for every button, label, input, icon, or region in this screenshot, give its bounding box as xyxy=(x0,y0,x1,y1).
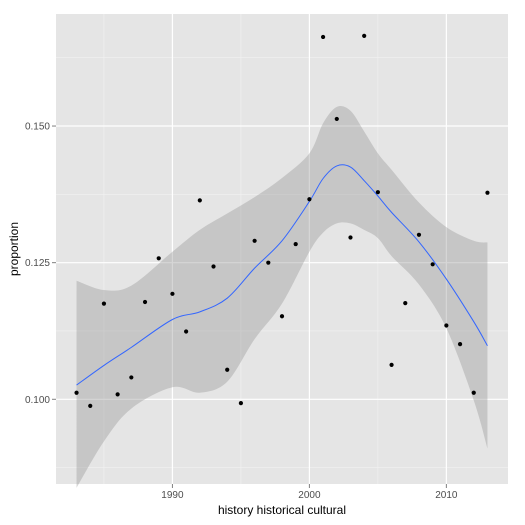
data-point xyxy=(416,232,422,237)
y-tick-label: 0.150 xyxy=(25,122,50,133)
data-point xyxy=(197,198,202,203)
data-point xyxy=(293,241,298,247)
data-point xyxy=(430,262,435,267)
data-point xyxy=(129,375,134,380)
data-point xyxy=(184,329,189,334)
data-point xyxy=(307,197,312,202)
data-point xyxy=(362,33,367,38)
data-points-layer xyxy=(74,33,490,408)
data-point xyxy=(444,323,449,328)
minor-gridlines xyxy=(56,14,508,484)
y-tick-label: 0.125 xyxy=(25,258,50,269)
data-point xyxy=(485,190,490,195)
smooth-line-layer xyxy=(76,164,488,386)
data-point xyxy=(115,392,120,397)
data-point xyxy=(238,401,244,406)
y-axis-title: proportion xyxy=(7,222,21,276)
x-tick-label: 2000 xyxy=(298,490,321,501)
y-axis: 0.100 0.125 0.150 xyxy=(25,122,56,406)
data-point xyxy=(170,291,175,296)
confidence-ribbon xyxy=(76,106,488,488)
data-point xyxy=(348,235,353,240)
x-axis: 1990 2000 2010 xyxy=(161,484,458,501)
data-point xyxy=(252,238,257,243)
data-point xyxy=(266,260,271,265)
plot-panel xyxy=(56,14,508,484)
y-tick-label: 0.100 xyxy=(25,395,50,406)
data-point xyxy=(457,341,463,347)
data-point xyxy=(471,390,476,395)
x-tick-label: 1990 xyxy=(161,490,184,501)
data-point xyxy=(279,314,285,319)
data-point xyxy=(320,34,326,40)
data-point xyxy=(74,390,79,395)
smooth-line xyxy=(76,164,488,386)
data-point xyxy=(88,403,93,408)
data-point xyxy=(403,301,408,306)
data-point xyxy=(389,362,394,367)
x-axis-title: history historical cultural xyxy=(218,503,346,517)
data-point xyxy=(211,264,216,269)
data-point xyxy=(375,190,380,195)
data-point xyxy=(142,299,148,305)
data-point xyxy=(225,367,230,372)
confidence-ribbon-layer xyxy=(76,106,488,488)
x-tick-label: 2010 xyxy=(435,490,458,501)
data-point xyxy=(334,116,339,122)
data-point xyxy=(156,256,161,261)
data-point xyxy=(101,301,107,306)
